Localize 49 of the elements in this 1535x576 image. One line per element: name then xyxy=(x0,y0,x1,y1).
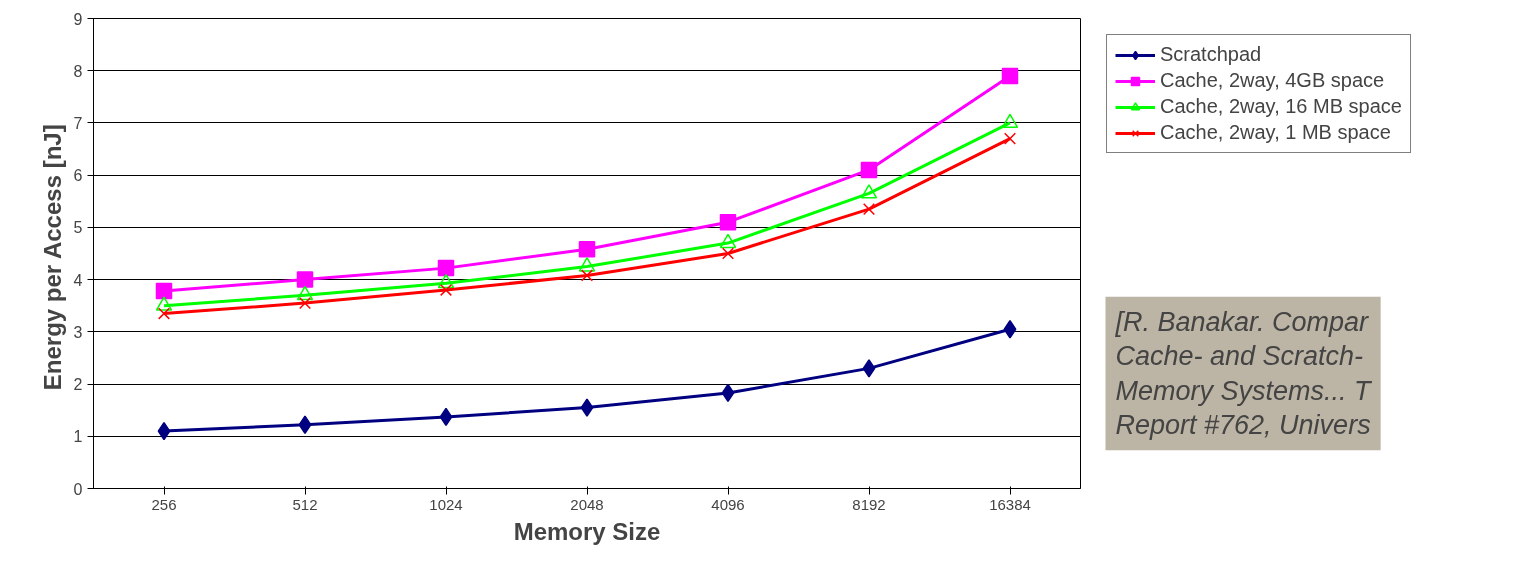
point xyxy=(1003,319,1017,339)
x-tick-label: 8192 xyxy=(852,495,886,513)
point xyxy=(157,421,171,441)
point xyxy=(578,241,596,258)
y-tick-label: 0 xyxy=(73,480,83,498)
y-tick-label: 3 xyxy=(73,323,83,341)
point xyxy=(298,297,312,310)
point xyxy=(1001,113,1019,129)
point xyxy=(862,359,876,378)
point xyxy=(719,213,737,231)
point xyxy=(860,161,878,179)
x-tick-label: 16384 xyxy=(989,495,1031,513)
x-axis-title: Memory Size xyxy=(513,517,661,545)
point xyxy=(580,269,594,282)
point xyxy=(439,284,453,297)
legend-label: Cache, 2way, 1 MB space xyxy=(1160,121,1391,144)
legend-label: Scratchpad xyxy=(1160,43,1262,66)
x-tick-label: 4096 xyxy=(711,495,745,513)
y-tick-label: 7 xyxy=(73,114,83,132)
y-tick-label: 5 xyxy=(73,219,83,237)
y-tick-label: 1 xyxy=(73,428,83,446)
point xyxy=(719,233,737,249)
point xyxy=(1003,132,1017,145)
y-tick-label: 9 xyxy=(73,10,83,28)
point xyxy=(580,398,594,417)
point xyxy=(860,184,878,199)
y-tick-label: 2 xyxy=(73,376,83,394)
point xyxy=(1001,67,1019,85)
y-axis-title: Energy per Access [nJ] xyxy=(38,124,66,391)
point xyxy=(721,383,735,403)
point xyxy=(437,259,455,277)
legend-label: Cache, 2way, 4GB space xyxy=(1160,69,1385,92)
x-tick-label: 256 xyxy=(151,495,177,513)
point xyxy=(298,415,312,435)
y-tick-label: 8 xyxy=(73,62,83,80)
point xyxy=(578,257,596,272)
x-tick-label: 512 xyxy=(292,495,318,513)
point xyxy=(155,282,173,300)
text: [R. Banakar. Compar Cache- and Scratch- Memory Systems... T Report #762, Univers xyxy=(1114,306,1374,441)
point xyxy=(439,407,453,427)
point xyxy=(721,247,735,260)
point xyxy=(296,271,314,288)
y-tick-label: 6 xyxy=(73,167,83,185)
x-tick-label: 1024 xyxy=(429,495,463,513)
legend-label: Cache, 2way, 16 MB space xyxy=(1160,95,1402,118)
y-tick-label: 4 xyxy=(73,271,83,289)
point xyxy=(862,203,876,216)
point xyxy=(157,307,171,320)
x-tick-label: 2048 xyxy=(570,495,604,513)
